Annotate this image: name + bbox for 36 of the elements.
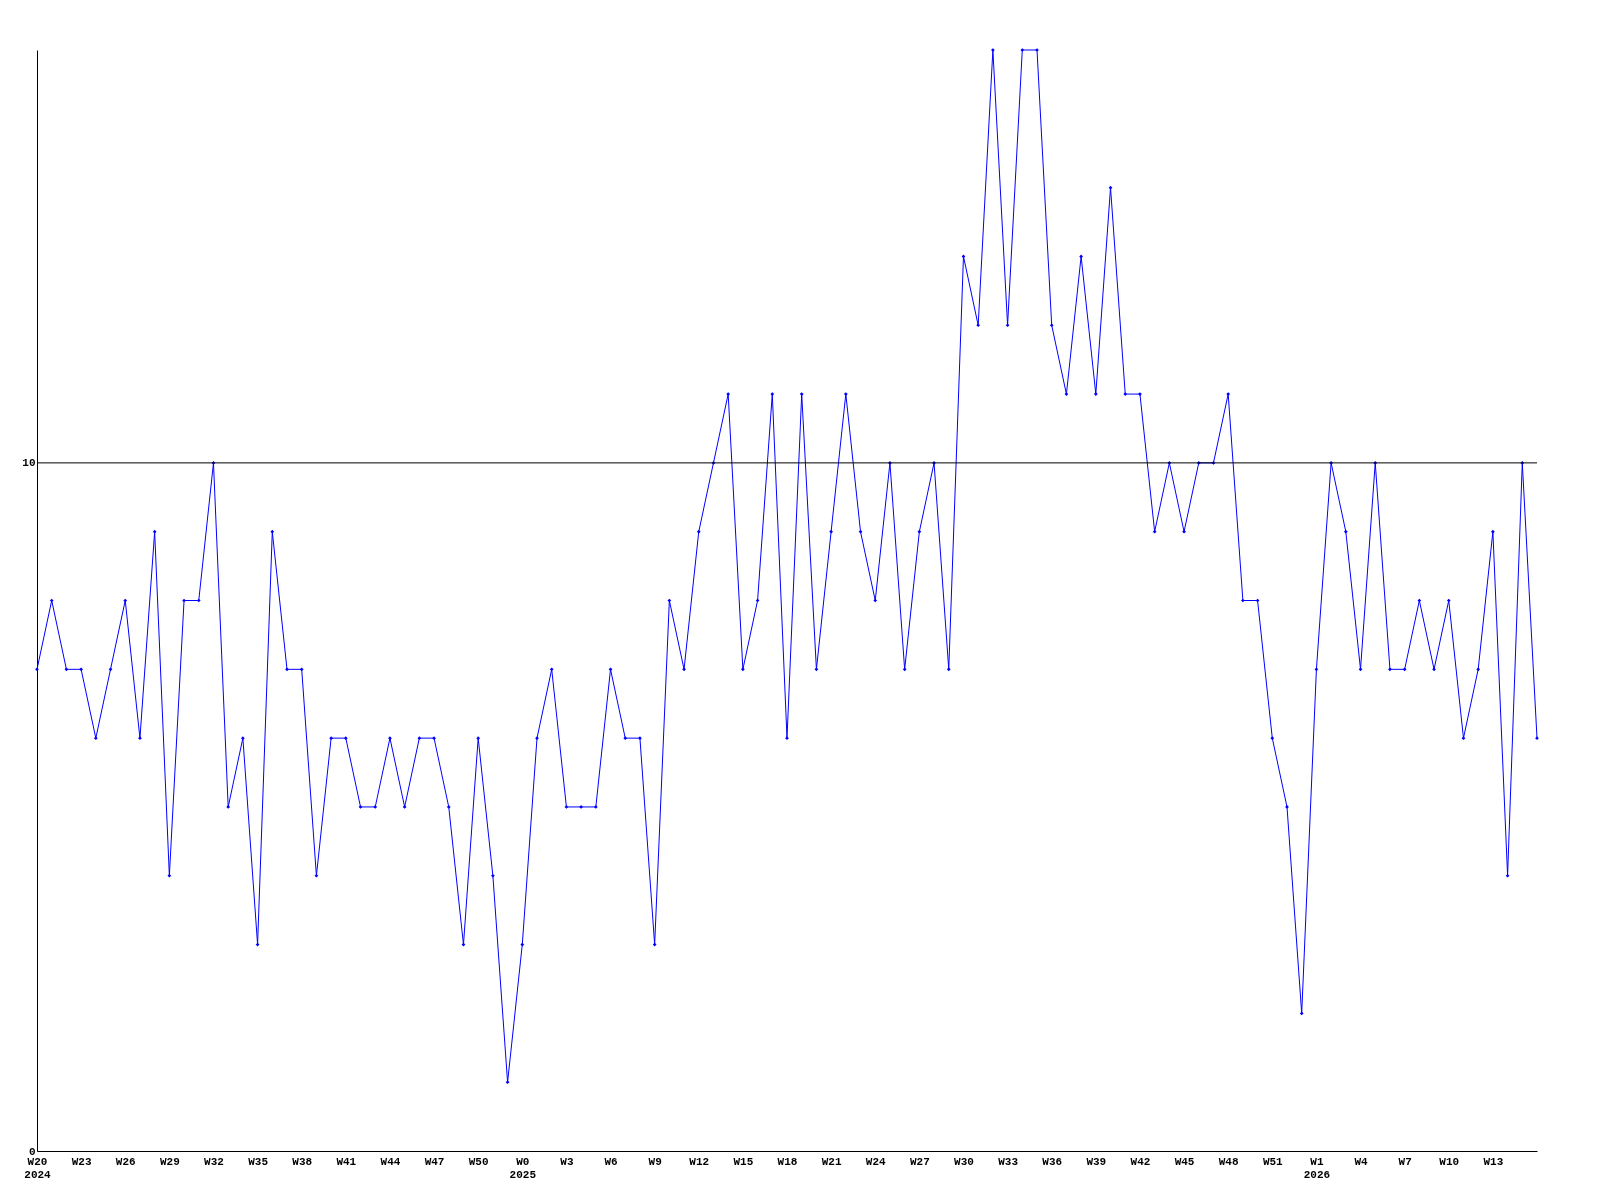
x-tick-label: W44 <box>380 1155 401 1168</box>
x-tick-label: W30 <box>954 1155 974 1168</box>
x-tick-label: W26 <box>115 1155 136 1168</box>
x-tick-label: W23 <box>71 1155 92 1168</box>
x-tick-label: W7 <box>1398 1155 1412 1168</box>
x-tick-label: W29 <box>159 1155 180 1168</box>
y-tick-label: 0 <box>28 1145 36 1158</box>
x-tick-label: W47 <box>424 1155 445 1168</box>
x-tick-label: W3 <box>560 1155 574 1168</box>
y-tick-label: 10 <box>22 457 36 470</box>
x-tick-label: W45 <box>1174 1155 1195 1168</box>
x-tick-label: W6 <box>604 1155 618 1168</box>
x-tick-label: W18 <box>777 1155 798 1168</box>
x-tick-label: W50 <box>468 1155 489 1168</box>
x-tick-label: W35 <box>248 1155 269 1168</box>
x-tick-label: W15 <box>733 1155 754 1168</box>
x-tick-label: W32 <box>204 1155 224 1168</box>
x-tick-label: W20 2024 <box>24 1155 52 1181</box>
x-tick-label: W0 2025 <box>509 1155 537 1181</box>
x-tick-label: W42 <box>1130 1155 1151 1168</box>
x-tick-label: W13 <box>1483 1155 1504 1168</box>
x-tick-label: W24 <box>865 1155 887 1168</box>
x-tick-label: W12 <box>689 1155 710 1168</box>
x-tick-label: W33 <box>998 1155 1019 1168</box>
x-tick-label: W21 <box>821 1155 842 1168</box>
x-tick-label: W4 <box>1354 1155 1369 1168</box>
x-tick-label: W38 <box>292 1155 313 1168</box>
x-tick-label: W48 <box>1218 1155 1239 1168</box>
x-tick-label: W9 <box>648 1155 662 1168</box>
x-tick-label: W10 <box>1439 1155 1460 1168</box>
x-tick-label: W41 <box>336 1155 357 1168</box>
x-tick-label: W51 <box>1262 1155 1284 1168</box>
x-tick-label: W27 <box>909 1155 930 1168</box>
x-tick-label: W36 <box>1042 1155 1063 1168</box>
x-tick-label: W1 2026 <box>1303 1155 1331 1181</box>
x-tick-label: W39 <box>1086 1155 1107 1168</box>
